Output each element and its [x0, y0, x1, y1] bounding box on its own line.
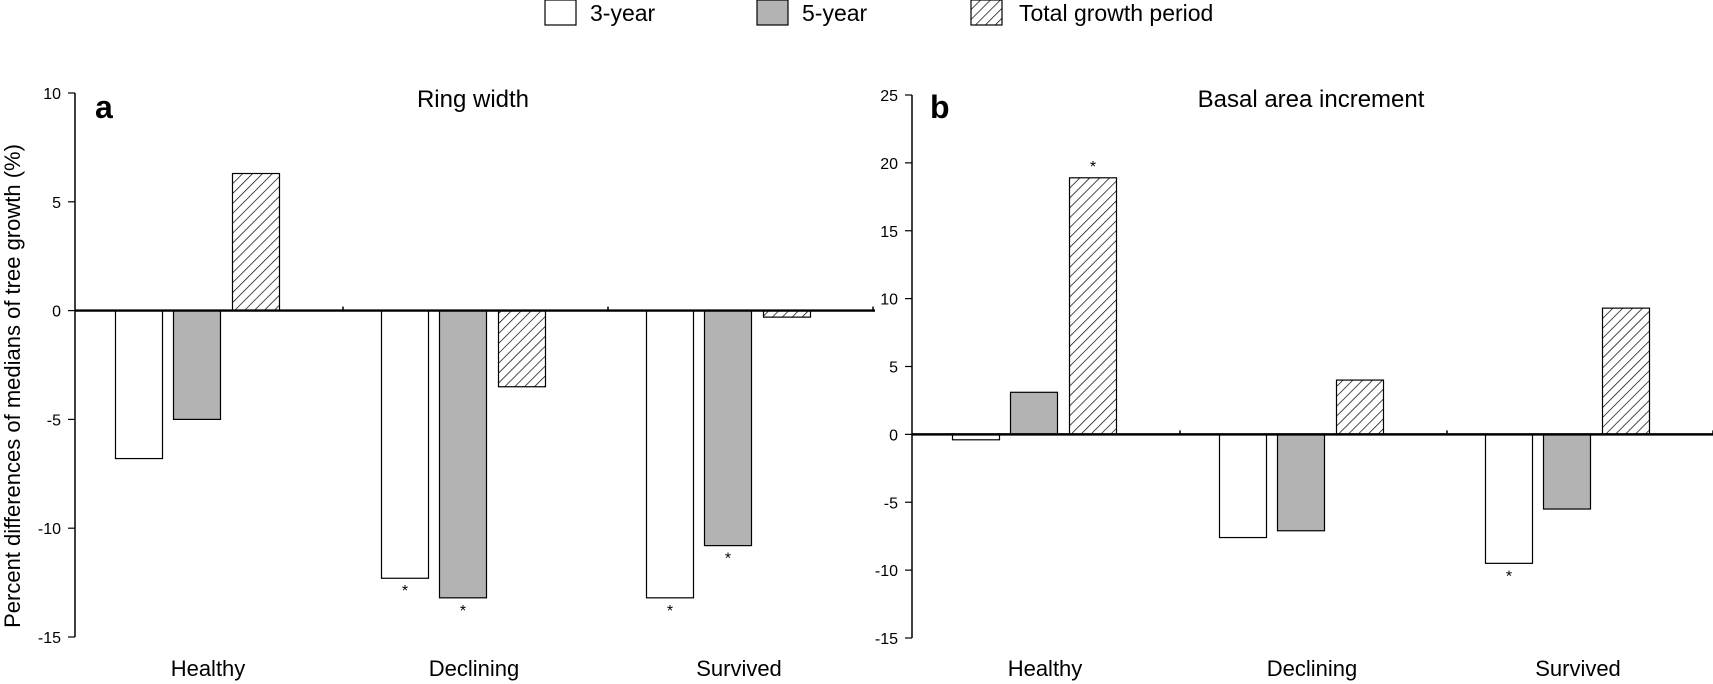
y-tick-label: 5 [889, 360, 898, 377]
legend-item-total-growth-period: Total growth period [970, 0, 1213, 26]
panel-a-letter: a [95, 89, 113, 125]
bar-total-growth-period-declining [1335, 379, 1385, 435]
legend-swatch-5-year [756, 0, 789, 26]
y-tick-label: 5 [52, 195, 61, 212]
y-tick-label: -5 [47, 412, 61, 429]
significance-marker: * [402, 583, 408, 600]
panel-b: b Basal area increment -15 -10 -5 0 5 10 15 20 2… [875, 86, 1713, 681]
bar-3-year-healthy [114, 310, 164, 460]
y-tick-label: 20 [880, 156, 898, 173]
panel-b-letter: b [930, 89, 950, 125]
y-axis-label: Percent differences of medians of tree g… [0, 144, 25, 628]
panel-a-title: Ring width [417, 86, 529, 113]
y-tick-label: -15 [875, 631, 898, 648]
bar-5-year-survived [1542, 433, 1592, 510]
category-label-healthy: Healthy [171, 656, 246, 681]
category-label-declining: Declining [429, 656, 520, 681]
bar-total-growth-period-healthy [1068, 177, 1118, 435]
legend-item-5-year: 5-year [756, 0, 868, 26]
legend-label-3-year: 3-year [590, 0, 656, 26]
category-label-survived: Survived [1535, 656, 1621, 681]
legend-label-5-year: 5-year [802, 0, 868, 26]
y-tick-label: 10 [880, 292, 898, 309]
legend-swatch-total-growth-period [970, 0, 1003, 26]
significance-marker: * [1090, 159, 1096, 176]
bar-3-year-survived [645, 310, 695, 599]
y-tick-label: 25 [880, 88, 898, 105]
y-tick-label: -10 [38, 521, 61, 538]
y-tick-label: 0 [889, 427, 898, 444]
bar-3-year-survived [1484, 433, 1534, 564]
significance-marker: * [460, 603, 466, 620]
y-tick-label: -10 [875, 563, 898, 580]
bar-5-year-survived [703, 310, 753, 547]
y-tick-label: 15 [880, 224, 898, 241]
category-label-healthy: Healthy [1008, 656, 1083, 681]
significance-marker: * [725, 551, 731, 568]
y-tick-label: 10 [43, 86, 61, 103]
bar-5-year-declining [1276, 433, 1326, 532]
significance-marker: * [667, 603, 673, 620]
bar-5-year-declining [438, 310, 488, 599]
bar-5-year-healthy [1009, 391, 1059, 435]
bar-total-growth-period-healthy [231, 172, 281, 312]
bar-5-year-healthy [172, 310, 222, 421]
panel-a: a Ring width -15 -10 -5 0 5 10 * * * * Healthy Decl… [38, 86, 875, 681]
legend-swatch-3-year [544, 0, 577, 26]
category-label-survived: Survived [696, 656, 782, 681]
bar-3-year-declining [380, 310, 430, 579]
panel-b-title: Basal area increment [1198, 86, 1425, 113]
bar-3-year-declining [1218, 433, 1268, 539]
y-tick-label: -5 [884, 495, 898, 512]
legend-item-3-year: 3-year [544, 0, 656, 26]
legend-label-total-growth-period: Total growth period [1019, 0, 1213, 26]
bar-total-growth-period-declining [497, 310, 547, 388]
y-tick-label: 0 [52, 304, 61, 321]
legend: 3-year 5-year Total growth period [544, 0, 1213, 26]
bar-total-growth-period-survived [1601, 307, 1651, 435]
y-tick-label: -15 [38, 630, 61, 647]
significance-marker: * [1506, 568, 1512, 585]
category-label-declining: Declining [1267, 656, 1358, 681]
